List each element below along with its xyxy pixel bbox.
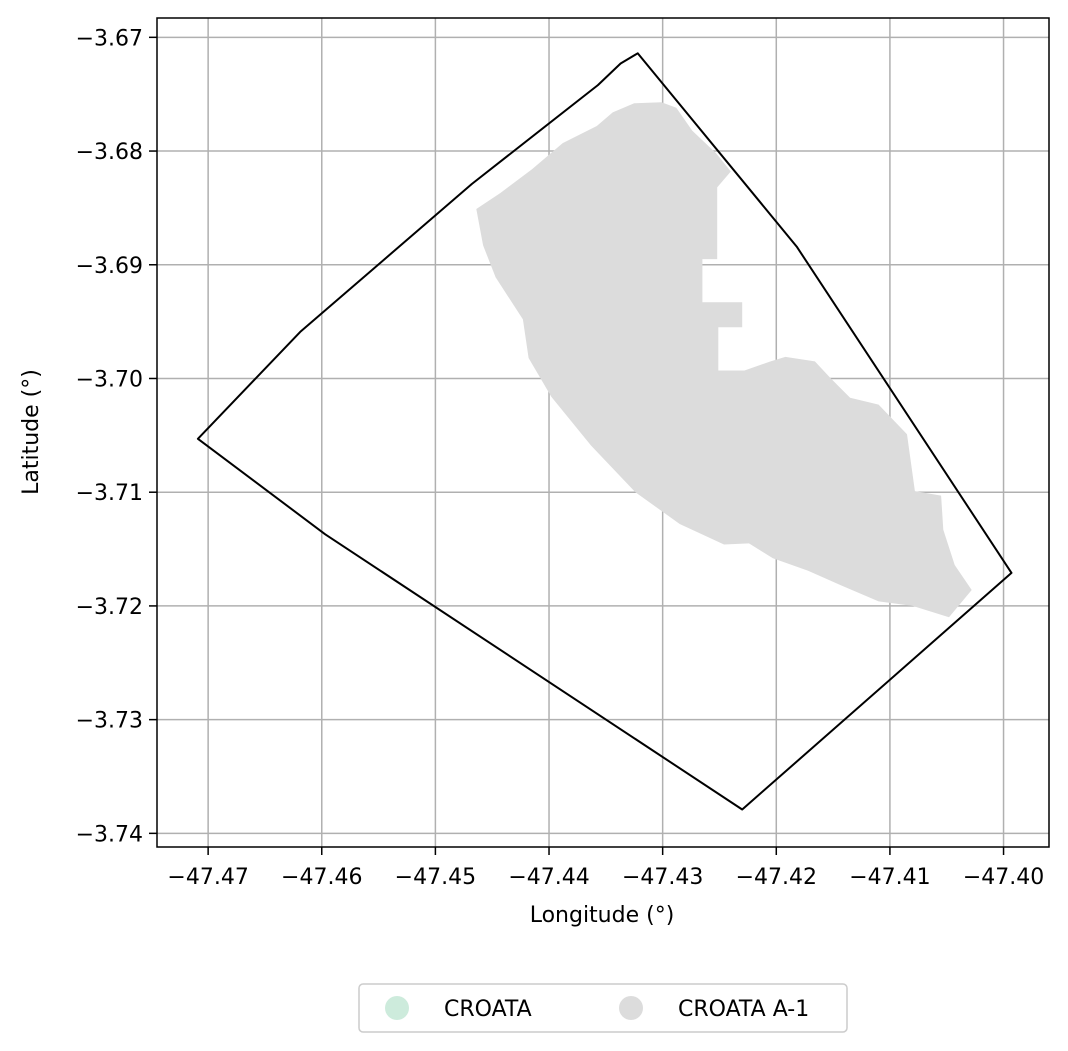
- legend-marker-croata: [385, 996, 409, 1020]
- y-tick-label: −3.74: [76, 822, 143, 847]
- x-tick-label: −47.43: [622, 865, 703, 890]
- y-tick-label: −3.72: [76, 595, 143, 620]
- x-tick-label: −47.44: [508, 865, 589, 890]
- x-tick-label: −47.42: [736, 865, 817, 890]
- legend-marker-croata-a1: [619, 996, 643, 1020]
- legend: CROATA CROATA A-1: [358, 983, 848, 1033]
- x-axis-ticks: −47.47 −47.46 −47.45 −47.44 −47.43 −47.42 −47.…: [167, 847, 1044, 890]
- x-tick-label: −47.45: [395, 865, 476, 890]
- y-axis-ticks: −3.67 −3.68 −3.69 −3.70 −3.71 −3.72 −3.73 −3.74: [76, 26, 157, 847]
- x-tick-label: −47.47: [167, 865, 248, 890]
- y-tick-label: −3.67: [76, 26, 143, 51]
- y-tick-label: −3.68: [76, 140, 143, 165]
- x-axis-label: Longitude (°): [530, 903, 675, 928]
- plot-frame: [156, 17, 1050, 848]
- boundary-layer: [196, 52, 1013, 811]
- legend-label-croata: CROATA: [444, 997, 532, 1022]
- legend-label-croata-a1: CROATA A-1: [678, 997, 809, 1022]
- y-tick-label: −3.69: [76, 254, 143, 279]
- y-tick-label: −3.70: [76, 367, 143, 392]
- y-tick-label: −3.71: [76, 481, 143, 506]
- x-tick-label: −47.41: [849, 865, 930, 890]
- map-areas: [476, 102, 972, 618]
- y-tick-label: −3.73: [76, 709, 143, 734]
- legend-box: [358, 983, 848, 1033]
- x-tick-label: −47.40: [963, 865, 1044, 890]
- y-axis-label: Latitude (°): [19, 369, 44, 495]
- field-boundary: [196, 52, 1013, 811]
- x-tick-label: −47.46: [281, 865, 362, 890]
- area-croata-a-1: [476, 102, 972, 618]
